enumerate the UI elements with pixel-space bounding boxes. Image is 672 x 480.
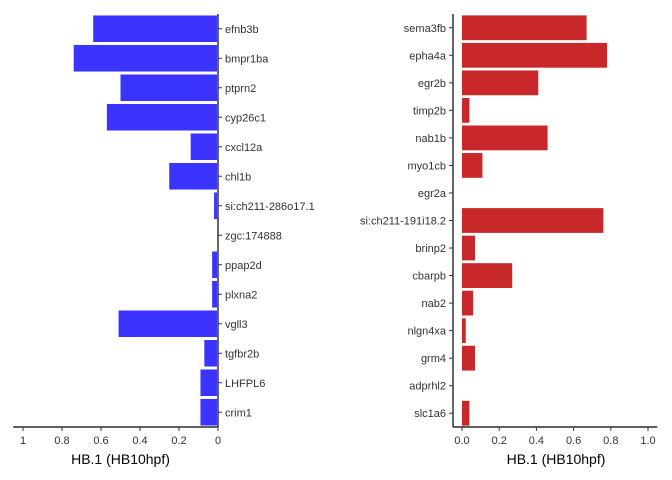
right-bar-chart: sema3fb epha4a egr2b timp2b nab1b myo1cb egr2a… (360, 14, 658, 467)
left-bar (190, 133, 217, 161)
left-bar (118, 310, 217, 338)
right-bar (462, 235, 476, 261)
right-category-label: brinp2 (415, 243, 446, 255)
right-category-label: cbarpb (412, 271, 446, 283)
left-bar (93, 15, 217, 43)
right-bar (462, 153, 483, 178)
right-category-label: timp2b (413, 105, 446, 117)
left-bar (214, 192, 217, 220)
left-bar (212, 251, 217, 279)
left-bar (212, 280, 217, 308)
right-bar (462, 345, 476, 371)
left-x-tick-label: 0.2 (171, 435, 186, 447)
right-bar (462, 318, 466, 344)
right-x-ticks: 0.0 0.2 0.4 0.6 0.8 1.0 (454, 427, 656, 447)
left-bar (120, 74, 217, 102)
right-category-label: egr2b (418, 78, 446, 90)
right-category-label: nab2 (422, 298, 446, 310)
left-category-label: chl1b (225, 171, 251, 183)
right-category-label: si:ch211-191i18.2 (360, 216, 446, 228)
right-bar (462, 125, 548, 151)
right-category-label: sema3fb (404, 23, 446, 35)
right-x-tick-label: 0.4 (529, 435, 544, 447)
right-x-tick-label: 0.0 (454, 435, 469, 447)
left-bar (200, 369, 217, 397)
left-category-label: cyp26c1 (225, 112, 266, 124)
left-category-label: bmpr1ba (225, 53, 269, 65)
right-category-label: adprhl2 (409, 381, 446, 393)
left-bar (106, 103, 217, 131)
right-bar (462, 42, 608, 68)
right-category-label: egr2a (418, 188, 447, 200)
left-bar (204, 339, 217, 367)
left-x-tick-label: 0.8 (54, 435, 69, 447)
right-bar (462, 208, 604, 233)
right-bars-group (462, 15, 608, 426)
left-category-label: cxcl12a (225, 142, 263, 154)
right-category-labels: sema3fb epha4a egr2b timp2b nab1b myo1cb egr2a… (360, 23, 453, 420)
left-x-tick-label: 0 (215, 435, 221, 447)
left-x-ticks: 1 0.8 0.6 0.4 0.2 0 (20, 427, 221, 447)
right-category-label: nab1b (415, 133, 446, 145)
left-category-labels: efnb3b bmpr1ba ptprn2 cyp26c1 cxcl12a chl1b si… (218, 24, 315, 419)
right-x-tick-label: 0.2 (492, 435, 507, 447)
right-category-label: epha4a (409, 50, 447, 62)
right-category-label: nlgn4xa (407, 326, 446, 338)
right-x-tick-label: 0.8 (603, 435, 618, 447)
left-x-tick-label: 0.6 (93, 435, 108, 447)
left-category-label: si:ch211-286o17.1 (225, 201, 315, 213)
left-bar (73, 44, 217, 72)
left-bar (200, 398, 217, 426)
left-category-label: crim1 (225, 407, 252, 419)
left-x-tick-label: 0.4 (132, 435, 147, 447)
left-category-label: zgc:174888 (225, 230, 282, 242)
right-bar (462, 290, 474, 316)
left-category-label: efnb3b (225, 24, 259, 36)
right-bar (462, 97, 470, 123)
right-category-label: myo1cb (407, 160, 446, 172)
right-bar (462, 263, 513, 288)
right-x-tick-label: 1.0 (640, 435, 655, 447)
left-category-label: ppap2d (225, 260, 262, 272)
left-bars-group (73, 15, 217, 426)
left-category-label: vgll3 (225, 319, 248, 331)
right-bar (462, 400, 470, 426)
right-category-label: grm4 (421, 353, 446, 365)
left-category-label: plxna2 (225, 289, 257, 301)
left-category-label: tgfbr2b (225, 348, 259, 360)
left-category-label: ptprn2 (225, 83, 256, 95)
right-category-label: slc1a6 (414, 408, 446, 420)
left-x-axis-title: HB.1 (HB10hpf) (71, 451, 170, 467)
right-x-tick-label: 0.6 (566, 435, 581, 447)
right-bar (462, 15, 587, 41)
right-bar (462, 70, 539, 96)
left-category-label: LHFPL6 (225, 378, 265, 390)
left-bar (169, 162, 217, 190)
left-bar-chart: efnb3b bmpr1ba ptprn2 cyp26c1 cxcl12a chl1b si… (13, 14, 315, 467)
right-x-axis-title: HB.1 (HB10hpf) (507, 451, 606, 467)
left-x-tick-label: 1 (20, 435, 26, 447)
